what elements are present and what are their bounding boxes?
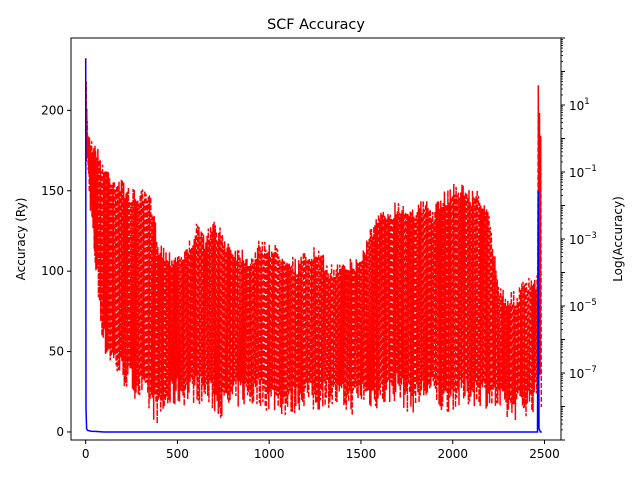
y-axis-left: 0 50 100 150 200 <box>41 103 71 439</box>
x-axis: 0 500 1000 1500 2000 2500 <box>82 440 560 461</box>
series-layer <box>84 58 543 433</box>
x-tick-label: 0 <box>82 447 90 461</box>
y-right-tick-label: 10−7 <box>569 365 597 381</box>
chart-title: SCF Accuracy <box>267 17 365 33</box>
x-tick-label: 1500 <box>346 447 377 461</box>
x-tick-label: 1000 <box>254 447 285 461</box>
y-tick-label: 150 <box>41 184 64 198</box>
y-tick-label: 100 <box>41 264 64 278</box>
y-tick-label: 0 <box>56 425 64 439</box>
y-right-tick-label: 10−1 <box>569 164 597 180</box>
y-axis-right: 10−7 10−5 10−3 10−1 101 <box>561 37 597 441</box>
y-right-tick-label: 101 <box>569 97 590 113</box>
x-tick-label: 500 <box>166 447 189 461</box>
y-tick-label: 200 <box>41 103 64 117</box>
x-tick-label: 2500 <box>529 447 560 461</box>
y-tick-label: 50 <box>49 345 64 359</box>
y-right-tick-label: 10−5 <box>569 298 597 314</box>
y-right-tick-label: 10−3 <box>569 231 597 247</box>
y-axis-label: Accuracy (Ry) <box>14 198 28 281</box>
series-accuracy <box>84 58 542 433</box>
series-log-accuracy <box>84 58 543 424</box>
x-tick-label: 2000 <box>437 447 468 461</box>
y-axis-right-label: Log(Accuracy) <box>611 196 625 282</box>
